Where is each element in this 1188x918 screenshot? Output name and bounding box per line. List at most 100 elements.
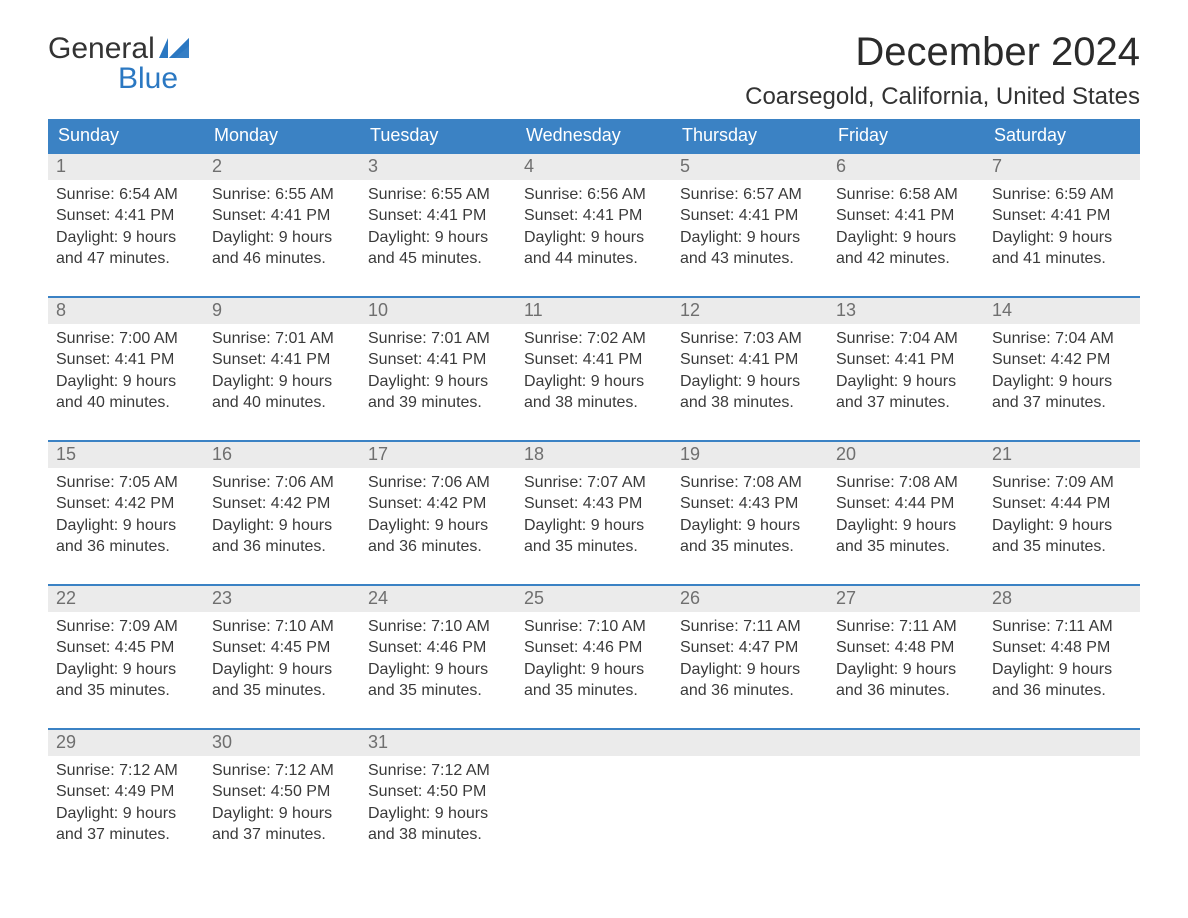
brand-logo: General Blue [48, 30, 189, 94]
day-number: 21 [984, 442, 1140, 468]
day-day1: Daylight: 9 hours [836, 515, 984, 537]
day-details: Sunrise: 7:09 AMSunset: 4:45 PMDaylight:… [48, 612, 204, 702]
calendar-day [828, 730, 984, 850]
calendar-day: 5Sunrise: 6:57 AMSunset: 4:41 PMDaylight… [672, 154, 828, 274]
day-sunrise: Sunrise: 7:05 AM [56, 472, 204, 494]
day-number: 31 [360, 730, 516, 756]
day-day1: Daylight: 9 hours [212, 227, 360, 249]
day-number: 24 [360, 586, 516, 612]
calendar-day: 24Sunrise: 7:10 AMSunset: 4:46 PMDayligh… [360, 586, 516, 706]
day-details: Sunrise: 6:59 AMSunset: 4:41 PMDaylight:… [984, 180, 1140, 270]
day-sunrise: Sunrise: 6:55 AM [212, 184, 360, 206]
day-details: Sunrise: 7:07 AMSunset: 4:43 PMDaylight:… [516, 468, 672, 558]
calendar-day: 14Sunrise: 7:04 AMSunset: 4:42 PMDayligh… [984, 298, 1140, 418]
calendar-day: 4Sunrise: 6:56 AMSunset: 4:41 PMDaylight… [516, 154, 672, 274]
day-day1: Daylight: 9 hours [992, 659, 1140, 681]
day-day1: Daylight: 9 hours [524, 659, 672, 681]
dow-monday: Monday [204, 119, 360, 152]
day-details: Sunrise: 7:03 AMSunset: 4:41 PMDaylight:… [672, 324, 828, 414]
day-details: Sunrise: 7:11 AMSunset: 4:48 PMDaylight:… [984, 612, 1140, 702]
day-sunset: Sunset: 4:46 PM [524, 637, 672, 659]
day-sunrise: Sunrise: 7:04 AM [836, 328, 984, 350]
day-day1: Daylight: 9 hours [992, 371, 1140, 393]
day-details: Sunrise: 7:11 AMSunset: 4:47 PMDaylight:… [672, 612, 828, 702]
day-number: 9 [204, 298, 360, 324]
day-sunset: Sunset: 4:41 PM [212, 205, 360, 227]
day-day1: Daylight: 9 hours [992, 227, 1140, 249]
day-details: Sunrise: 6:57 AMSunset: 4:41 PMDaylight:… [672, 180, 828, 270]
day-day2: and 35 minutes. [56, 680, 204, 702]
day-details: Sunrise: 7:04 AMSunset: 4:42 PMDaylight:… [984, 324, 1140, 414]
dow-friday: Friday [828, 119, 984, 152]
dow-sunday: Sunday [48, 119, 204, 152]
day-of-week-header: Sunday Monday Tuesday Wednesday Thursday… [48, 119, 1140, 152]
calendar-day: 3Sunrise: 6:55 AMSunset: 4:41 PMDaylight… [360, 154, 516, 274]
day-details: Sunrise: 7:05 AMSunset: 4:42 PMDaylight:… [48, 468, 204, 558]
day-day1: Daylight: 9 hours [368, 515, 516, 537]
day-number: 30 [204, 730, 360, 756]
day-details: Sunrise: 7:08 AMSunset: 4:44 PMDaylight:… [828, 468, 984, 558]
day-details: Sunrise: 7:10 AMSunset: 4:46 PMDaylight:… [360, 612, 516, 702]
calendar-day: 15Sunrise: 7:05 AMSunset: 4:42 PMDayligh… [48, 442, 204, 562]
calendar-day: 17Sunrise: 7:06 AMSunset: 4:42 PMDayligh… [360, 442, 516, 562]
day-day1: Daylight: 9 hours [368, 659, 516, 681]
day-day2: and 47 minutes. [56, 248, 204, 270]
day-day2: and 42 minutes. [836, 248, 984, 270]
calendar-day: 8Sunrise: 7:00 AMSunset: 4:41 PMDaylight… [48, 298, 204, 418]
day-details: Sunrise: 6:58 AMSunset: 4:41 PMDaylight:… [828, 180, 984, 270]
day-sunrise: Sunrise: 6:58 AM [836, 184, 984, 206]
day-number: 2 [204, 154, 360, 180]
day-day2: and 38 minutes. [680, 392, 828, 414]
day-sunset: Sunset: 4:42 PM [56, 493, 204, 515]
flag-icon [159, 34, 189, 64]
calendar-week: 29Sunrise: 7:12 AMSunset: 4:49 PMDayligh… [48, 728, 1140, 850]
day-day2: and 38 minutes. [524, 392, 672, 414]
day-day2: and 35 minutes. [524, 680, 672, 702]
day-sunset: Sunset: 4:41 PM [368, 349, 516, 371]
day-sunset: Sunset: 4:50 PM [368, 781, 516, 803]
day-sunset: Sunset: 4:41 PM [524, 349, 672, 371]
calendar-day: 23Sunrise: 7:10 AMSunset: 4:45 PMDayligh… [204, 586, 360, 706]
day-sunrise: Sunrise: 7:08 AM [836, 472, 984, 494]
day-sunset: Sunset: 4:41 PM [836, 349, 984, 371]
day-sunset: Sunset: 4:49 PM [56, 781, 204, 803]
day-sunset: Sunset: 4:44 PM [992, 493, 1140, 515]
day-sunset: Sunset: 4:44 PM [836, 493, 984, 515]
day-number: 7 [984, 154, 1140, 180]
day-day1: Daylight: 9 hours [680, 659, 828, 681]
day-sunrise: Sunrise: 7:00 AM [56, 328, 204, 350]
day-day2: and 36 minutes. [212, 536, 360, 558]
logo-word-1: General [48, 34, 155, 64]
calendar-day: 16Sunrise: 7:06 AMSunset: 4:42 PMDayligh… [204, 442, 360, 562]
day-details: Sunrise: 6:55 AMSunset: 4:41 PMDaylight:… [360, 180, 516, 270]
page-header: General Blue December 2024 Coarsegold, C… [48, 30, 1140, 111]
calendar-day: 10Sunrise: 7:01 AMSunset: 4:41 PMDayligh… [360, 298, 516, 418]
day-details: Sunrise: 7:10 AMSunset: 4:45 PMDaylight:… [204, 612, 360, 702]
day-number [984, 730, 1140, 756]
day-day1: Daylight: 9 hours [212, 515, 360, 537]
day-day2: and 36 minutes. [992, 680, 1140, 702]
day-day1: Daylight: 9 hours [836, 659, 984, 681]
dow-wednesday: Wednesday [516, 119, 672, 152]
day-sunrise: Sunrise: 7:09 AM [56, 616, 204, 638]
day-sunset: Sunset: 4:43 PM [680, 493, 828, 515]
day-sunrise: Sunrise: 7:01 AM [212, 328, 360, 350]
day-details: Sunrise: 7:01 AMSunset: 4:41 PMDaylight:… [204, 324, 360, 414]
day-details: Sunrise: 7:09 AMSunset: 4:44 PMDaylight:… [984, 468, 1140, 558]
day-details: Sunrise: 7:12 AMSunset: 4:50 PMDaylight:… [204, 756, 360, 846]
day-day1: Daylight: 9 hours [524, 515, 672, 537]
day-number: 23 [204, 586, 360, 612]
day-day2: and 37 minutes. [836, 392, 984, 414]
day-day1: Daylight: 9 hours [524, 227, 672, 249]
day-day1: Daylight: 9 hours [56, 515, 204, 537]
day-sunrise: Sunrise: 7:12 AM [368, 760, 516, 782]
calendar-week: 15Sunrise: 7:05 AMSunset: 4:42 PMDayligh… [48, 440, 1140, 562]
day-number: 5 [672, 154, 828, 180]
day-sunset: Sunset: 4:41 PM [680, 205, 828, 227]
day-number [828, 730, 984, 756]
day-sunrise: Sunrise: 7:12 AM [212, 760, 360, 782]
day-sunset: Sunset: 4:48 PM [836, 637, 984, 659]
dow-saturday: Saturday [984, 119, 1140, 152]
calendar-day: 31Sunrise: 7:12 AMSunset: 4:50 PMDayligh… [360, 730, 516, 850]
calendar-day: 1Sunrise: 6:54 AMSunset: 4:41 PMDaylight… [48, 154, 204, 274]
